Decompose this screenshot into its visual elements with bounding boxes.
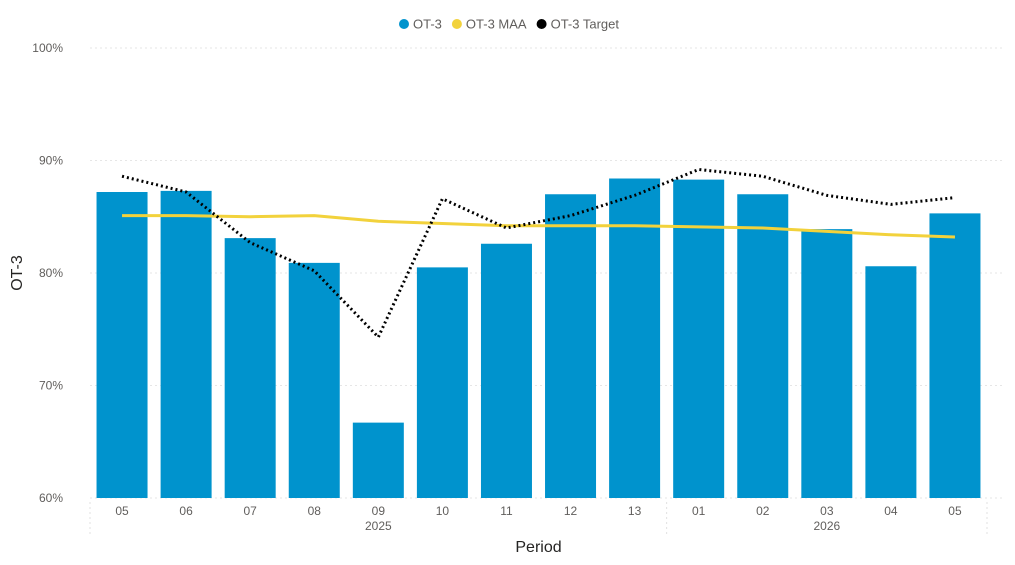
x-tick-label: 12: [564, 504, 578, 518]
bar-ot3-6[interactable]: [480, 243, 532, 498]
line-series: [121, 168, 956, 339]
x-tick-label: 04: [884, 504, 898, 518]
legend-label: OT-3 MAA: [466, 17, 527, 32]
legend-item[interactable]: OT-3 MAA: [451, 17, 527, 32]
legend: OT-3 OT-3 MAA OT-3 Target: [399, 17, 619, 32]
legend-marker: [399, 19, 409, 29]
legend-label: OT-3 Target: [551, 17, 620, 32]
x-tick-label: 02: [756, 504, 770, 518]
x-axis-title: Period: [515, 539, 561, 556]
bar-ot3-4[interactable]: [352, 422, 404, 498]
y-tick-label: 70%: [39, 379, 63, 393]
bar-ot3-3[interactable]: [288, 262, 340, 498]
y-tick-label: 100%: [32, 41, 63, 55]
legend-item[interactable]: OT-3 Target: [536, 17, 620, 32]
bar-ot3-12[interactable]: [865, 266, 917, 498]
y-tick-label: 60%: [39, 491, 63, 505]
bar-ot3-8[interactable]: [609, 178, 661, 499]
x-tick-label: 03: [820, 504, 834, 518]
x-tick-label: 11: [500, 504, 513, 518]
x-tick-label: 07: [243, 504, 257, 518]
x-axis: 05 06 07 08 09 10 11 12 13 01 02 03 04 05 2025 2026: [89, 502, 988, 534]
x-year-label: 2026: [813, 519, 840, 533]
bar-ot3-10[interactable]: [737, 194, 789, 498]
x-tick-label: 13: [628, 504, 642, 518]
x-tick-label: 08: [308, 504, 322, 518]
bar-ot3-9[interactable]: [673, 179, 725, 498]
bar-ot3-11[interactable]: [801, 229, 853, 498]
bar-ot3-2[interactable]: [224, 238, 276, 498]
line-ot3-target[interactable]: [121, 168, 956, 339]
bar-ot3-5[interactable]: [416, 267, 468, 498]
bar-ot3-1[interactable]: [160, 190, 212, 498]
y-tick-label: 90%: [39, 154, 63, 168]
x-tick-label: 05: [948, 504, 962, 518]
y-axis-title: OT-3: [9, 255, 26, 291]
legend-label: OT-3: [413, 17, 442, 32]
x-tick-label: 09: [372, 504, 386, 518]
bar-ot3-0[interactable]: [96, 192, 148, 498]
legend-marker: [536, 19, 547, 29]
bar-ot3-7[interactable]: [545, 194, 597, 498]
x-tick-label: 06: [179, 504, 193, 518]
bar-series-ot3: [96, 178, 981, 499]
legend-item[interactable]: OT-3: [399, 17, 442, 32]
y-axis: 60% 70% 80% 90% 100%: [32, 41, 63, 505]
x-tick-label: 01: [692, 504, 706, 518]
x-year-label: 2025: [365, 519, 392, 533]
y-tick-label: 80%: [39, 266, 63, 280]
bar-ot3-13[interactable]: [929, 213, 981, 498]
line-ot3-maa[interactable]: [122, 214, 956, 239]
x-tick-label: 10: [436, 504, 450, 518]
x-tick-label: 05: [115, 504, 129, 518]
legend-marker: [451, 19, 462, 29]
